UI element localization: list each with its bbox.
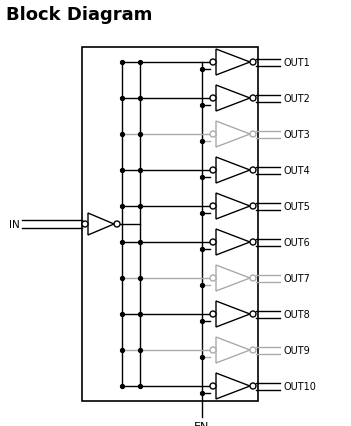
Circle shape <box>250 60 256 66</box>
Circle shape <box>210 167 216 173</box>
Text: OUT8: OUT8 <box>283 309 310 319</box>
Circle shape <box>210 311 216 317</box>
Text: OUT3: OUT3 <box>283 130 310 140</box>
Circle shape <box>250 239 256 245</box>
Bar <box>82 48 258 401</box>
Circle shape <box>210 204 216 210</box>
Circle shape <box>114 222 120 227</box>
Text: OUT2: OUT2 <box>283 94 310 104</box>
Text: OUT6: OUT6 <box>283 237 310 248</box>
Circle shape <box>250 204 256 210</box>
Circle shape <box>210 132 216 138</box>
Circle shape <box>210 275 216 281</box>
Text: OUT9: OUT9 <box>283 345 310 355</box>
Circle shape <box>250 347 256 353</box>
Circle shape <box>250 132 256 138</box>
Text: OUT1: OUT1 <box>283 58 310 68</box>
Text: OUT7: OUT7 <box>283 273 310 283</box>
Circle shape <box>82 222 88 227</box>
Circle shape <box>250 96 256 102</box>
Circle shape <box>210 96 216 102</box>
Circle shape <box>250 383 256 389</box>
Circle shape <box>250 275 256 281</box>
Text: OUT10: OUT10 <box>283 381 316 391</box>
Text: Block Diagram: Block Diagram <box>6 6 152 24</box>
Text: OUT4: OUT4 <box>283 166 310 176</box>
Circle shape <box>250 167 256 173</box>
Text: EN: EN <box>194 421 210 426</box>
Text: IN: IN <box>9 219 20 230</box>
Text: OUT5: OUT5 <box>283 201 310 211</box>
Circle shape <box>210 239 216 245</box>
Circle shape <box>210 60 216 66</box>
Circle shape <box>250 311 256 317</box>
Circle shape <box>210 347 216 353</box>
Circle shape <box>210 383 216 389</box>
